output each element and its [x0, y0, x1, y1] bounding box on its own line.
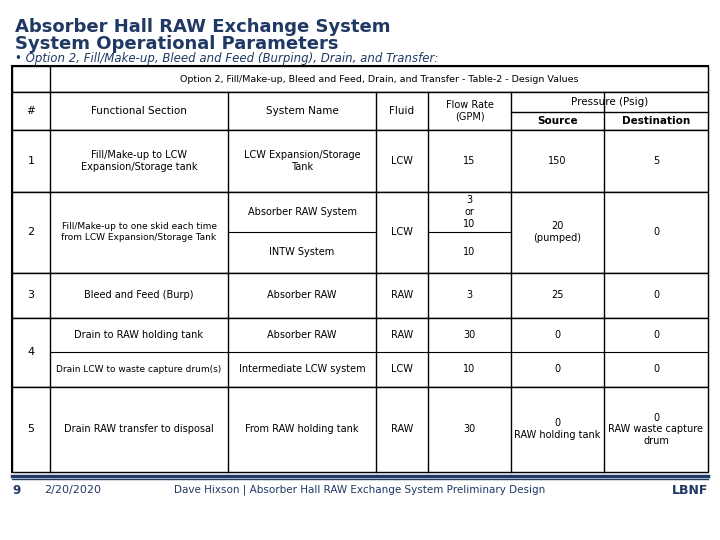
Text: Source: Source [537, 116, 578, 126]
Text: Dave Hixson | Absorber Hall RAW Exchange System Preliminary Design: Dave Hixson | Absorber Hall RAW Exchange… [174, 485, 546, 495]
Text: LCW: LCW [391, 227, 413, 237]
Text: 5: 5 [27, 424, 35, 434]
Text: Drain to RAW holding tank: Drain to RAW holding tank [74, 330, 204, 340]
Text: 0: 0 [554, 364, 561, 374]
Text: 25: 25 [552, 290, 564, 300]
Text: System Operational Parameters: System Operational Parameters [15, 35, 338, 53]
Text: Drain LCW to waste capture drum(s): Drain LCW to waste capture drum(s) [56, 365, 222, 374]
Text: Intermediate LCW system: Intermediate LCW system [239, 364, 365, 374]
Text: Drain RAW transfer to disposal: Drain RAW transfer to disposal [64, 424, 214, 434]
Text: LCW: LCW [391, 364, 413, 374]
Text: LCW: LCW [391, 156, 413, 166]
Bar [12, 66, 708, 92]
Text: System Name: System Name [266, 106, 338, 116]
Text: Absorber RAW: Absorber RAW [267, 330, 337, 340]
Text: • Option 2, Fill/Make-up, Bleed and Feed (Burping), Drain, and Transfer:: • Option 2, Fill/Make-up, Bleed and Feed… [15, 52, 438, 65]
Text: 0
RAW waste capture
drum: 0 RAW waste capture drum [608, 413, 703, 446]
Text: RAW: RAW [391, 330, 413, 340]
Text: Bleed and Feed (Burp): Bleed and Feed (Burp) [84, 290, 194, 300]
Text: 4: 4 [27, 347, 35, 357]
Text: 3: 3 [27, 290, 35, 300]
Text: 5: 5 [653, 156, 659, 166]
Bar [12, 130, 708, 192]
Bar [12, 92, 708, 130]
Text: 2/20/2020: 2/20/2020 [44, 485, 101, 495]
Text: LBNF: LBNF [672, 483, 708, 496]
Text: 3
or
10: 3 or 10 [464, 195, 476, 228]
Text: Option 2, Fill/Make-up, Bleed and Feed, Drain, and Transfer - Table-2 - Design V: Option 2, Fill/Make-up, Bleed and Feed, … [180, 75, 578, 84]
Bar [12, 66, 708, 472]
Text: 0: 0 [653, 330, 659, 340]
Text: 30: 30 [464, 424, 476, 434]
Text: 0: 0 [653, 290, 659, 300]
Text: 0
RAW holding tank: 0 RAW holding tank [514, 418, 600, 440]
Text: 0: 0 [653, 364, 659, 374]
Text: RAW: RAW [391, 424, 413, 434]
Bar [12, 387, 708, 472]
Text: Absorber RAW System: Absorber RAW System [248, 207, 356, 217]
Text: 3: 3 [467, 290, 472, 300]
Text: Flow Rate
(GPM): Flow Rate (GPM) [446, 100, 493, 122]
Text: #: # [27, 106, 35, 116]
Text: 1: 1 [27, 156, 35, 166]
Bar [12, 318, 708, 387]
Text: Absorber RAW: Absorber RAW [267, 290, 337, 300]
Text: 2: 2 [27, 227, 35, 237]
Text: Functional Section: Functional Section [91, 106, 187, 116]
Text: From RAW holding tank: From RAW holding tank [246, 424, 359, 434]
Text: Fill/Make-up to one skid each time
from LCW Expansion/Storage Tank: Fill/Make-up to one skid each time from … [61, 222, 217, 242]
Text: 9: 9 [12, 483, 20, 496]
Text: 0: 0 [653, 227, 659, 237]
Text: 20
(pumped): 20 (pumped) [534, 221, 582, 243]
Text: Absorber Hall RAW Exchange System: Absorber Hall RAW Exchange System [15, 18, 390, 36]
Text: 30: 30 [464, 330, 476, 340]
Text: Pressure (Psig): Pressure (Psig) [571, 97, 648, 107]
Text: 15: 15 [463, 156, 476, 166]
Text: RAW: RAW [391, 290, 413, 300]
Text: LCW Expansion/Storage
Tank: LCW Expansion/Storage Tank [243, 150, 360, 172]
Bar [12, 273, 708, 318]
Text: INTW System: INTW System [269, 247, 335, 258]
Text: 10: 10 [464, 364, 476, 374]
Text: Fluid: Fluid [390, 106, 415, 116]
Text: 0: 0 [554, 330, 561, 340]
Text: Fill/Make-up to LCW
Expansion/Storage tank: Fill/Make-up to LCW Expansion/Storage ta… [81, 150, 197, 172]
Text: Destination: Destination [622, 116, 690, 126]
Text: 10: 10 [464, 247, 476, 258]
Text: 150: 150 [548, 156, 567, 166]
Bar [12, 192, 708, 273]
